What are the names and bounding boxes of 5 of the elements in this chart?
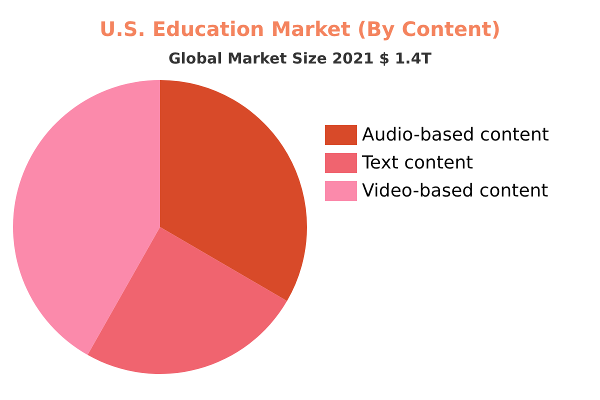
chart-subtitle: Global Market Size 2021 $ 1.4T (168, 50, 432, 68)
legend-label: Video-based content (362, 180, 548, 202)
legend-label: Audio-based content (362, 124, 549, 146)
legend-label: Text content (361, 152, 474, 174)
chart-title: U.S. Education Market (By Content) (100, 17, 500, 41)
